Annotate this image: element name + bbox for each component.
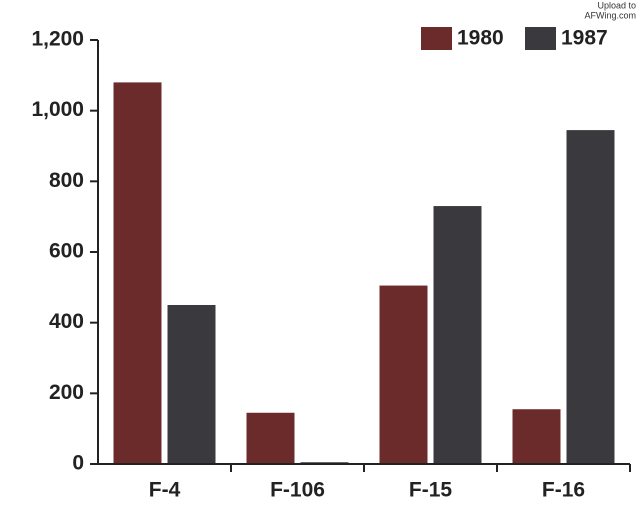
bar [113,82,162,465]
y-tick-label: 1,000 [31,98,84,121]
legend-label: 1980 [457,27,504,50]
watermark: Upload to [597,0,636,10]
bar [246,412,295,464]
y-tick-label: 600 [49,240,84,263]
y-tick-label: 0 [72,452,84,475]
watermark: AFWing.com [584,10,636,20]
legend-swatch [421,27,452,50]
legend-swatch [525,27,556,50]
y-tick-label: 1,200 [31,28,84,51]
bar [566,130,615,464]
legend-label: 1987 [561,27,608,50]
y-tick-label: 800 [49,169,84,192]
x-tick-label: F-15 [409,479,453,502]
y-tick-label: 200 [49,381,84,404]
y-tick-label: 400 [49,310,84,333]
bar [379,285,428,464]
x-tick-label: F-4 [149,479,181,502]
bar [433,206,482,465]
x-tick-label: F-106 [270,479,325,502]
x-tick-label: F-16 [542,479,585,502]
bar [512,409,561,464]
bar [167,305,216,464]
